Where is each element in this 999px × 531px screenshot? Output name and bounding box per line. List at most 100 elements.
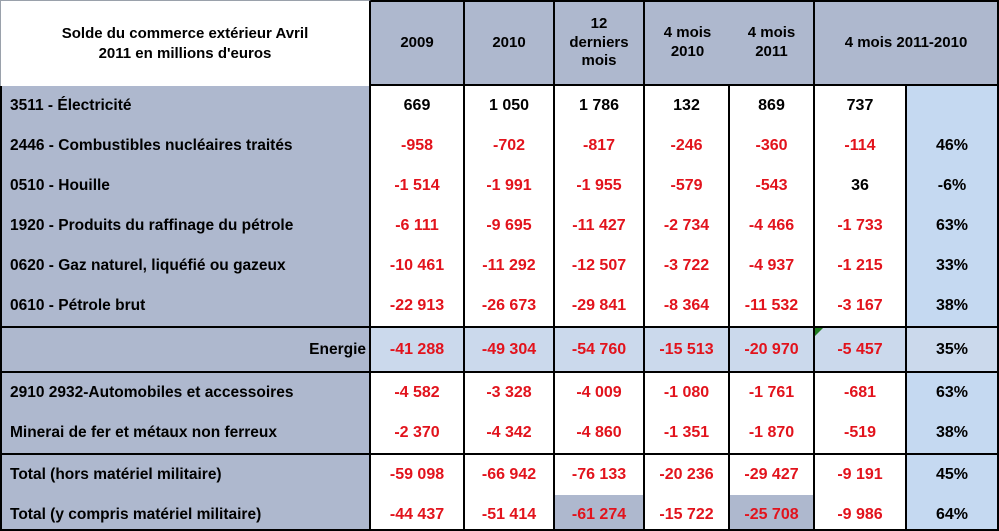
value-cell: -702 bbox=[465, 126, 555, 166]
value-cell: -15 722 bbox=[645, 495, 730, 529]
value-cell: -76 133 bbox=[555, 455, 645, 495]
value-cell: -246 bbox=[645, 126, 730, 166]
column-header: 4 mois 2011 bbox=[730, 0, 815, 86]
percent-cell: 35% bbox=[907, 328, 997, 371]
percent-cell: 46% bbox=[907, 126, 997, 166]
value-cell: -3 722 bbox=[645, 246, 730, 286]
value-cell: -4 860 bbox=[555, 413, 645, 453]
percent-cell: 64% bbox=[907, 495, 997, 529]
value-cell: -20 970 bbox=[730, 328, 815, 371]
value-cell: -20 236 bbox=[645, 455, 730, 495]
row-label: 3511 - Électricité bbox=[0, 86, 371, 126]
value-cell: -519 bbox=[815, 413, 907, 453]
value-cell: 737 bbox=[815, 86, 907, 126]
value-cell: -579 bbox=[645, 166, 730, 206]
table-row: 0610 - Pétrole brut -22 913 -26 673 -29 841… bbox=[0, 286, 997, 326]
table-row: 2910 2932-Automobiles et accessoires -4 5… bbox=[0, 373, 997, 413]
value-cell: -681 bbox=[815, 373, 907, 413]
row-label: 1920 - Produits du raffinage du pétrole bbox=[0, 206, 371, 246]
percent-cell: 33% bbox=[907, 246, 997, 286]
value-cell: -12 507 bbox=[555, 246, 645, 286]
value-cell: -2 734 bbox=[645, 206, 730, 246]
value-cell: 1 786 bbox=[555, 86, 645, 126]
percent-cell: 38% bbox=[907, 413, 997, 453]
value-cell: -59 098 bbox=[371, 455, 465, 495]
value-cell: -3 167 bbox=[815, 286, 907, 326]
value-cell: -49 304 bbox=[465, 328, 555, 371]
table-title: Solde du commerce extérieur Avril 2011 e… bbox=[0, 0, 371, 86]
value-cell: -54 760 bbox=[555, 328, 645, 371]
value-cell: -10 461 bbox=[371, 246, 465, 286]
value-cell: 1 050 bbox=[465, 86, 555, 126]
column-header: 4 mois 2011-2010 bbox=[815, 0, 997, 86]
table-row: Minerai de fer et métaux non ferreux -2 3… bbox=[0, 413, 997, 453]
value-cell: -51 414 bbox=[465, 495, 555, 529]
column-header: 4 mois 2010 bbox=[645, 0, 730, 86]
value-cell: -4 009 bbox=[555, 373, 645, 413]
row-label: 0620 - Gaz naturel, liquéfié ou gazeux bbox=[0, 246, 371, 286]
table-row: 0620 - Gaz naturel, liquéfié ou gazeux -1… bbox=[0, 246, 997, 286]
table-row: Total (hors matériel militaire) -59 098 -6… bbox=[0, 453, 997, 495]
value-cell: -61 274 bbox=[555, 495, 645, 529]
table-row: 2446 - Combustibles nucléaires traités -9… bbox=[0, 126, 997, 166]
value-cell: 669 bbox=[371, 86, 465, 126]
table-row: 3511 - Électricité 669 1 050 1 786 132 869 737 bbox=[0, 86, 997, 126]
value-cell: -44 437 bbox=[371, 495, 465, 529]
value-cell: -1 215 bbox=[815, 246, 907, 286]
table-row: 1920 - Produits du raffinage du pétrole -… bbox=[0, 206, 997, 246]
value-cell: -9 191 bbox=[815, 455, 907, 495]
value-cell: -4 937 bbox=[730, 246, 815, 286]
value-cell: -11 532 bbox=[730, 286, 815, 326]
value-cell: -11 292 bbox=[465, 246, 555, 286]
row-label: 2446 - Combustibles nucléaires traités bbox=[0, 126, 371, 166]
value-cell: -1 514 bbox=[371, 166, 465, 206]
table-row: Total (y compris matériel militaire) -44 … bbox=[0, 495, 997, 529]
value-cell: -25 708 bbox=[730, 495, 815, 529]
value-cell: -1 955 bbox=[555, 166, 645, 206]
value-cell: -1 991 bbox=[465, 166, 555, 206]
value-cell: -360 bbox=[730, 126, 815, 166]
percent-cell bbox=[907, 86, 997, 126]
value-cell: -66 942 bbox=[465, 455, 555, 495]
percent-cell: 63% bbox=[907, 206, 997, 246]
row-label: 2910 2932-Automobiles et accessoires bbox=[0, 373, 371, 413]
value-cell: 36 bbox=[815, 166, 907, 206]
row-label: Energie bbox=[0, 328, 371, 371]
value-cell: -4 466 bbox=[730, 206, 815, 246]
value-cell: -3 328 bbox=[465, 373, 555, 413]
row-label: 0510 - Houille bbox=[0, 166, 371, 206]
value-cell: -9 695 bbox=[465, 206, 555, 246]
percent-cell: 38% bbox=[907, 286, 997, 326]
value-cell: -5 457 bbox=[815, 328, 907, 371]
value-cell: -114 bbox=[815, 126, 907, 166]
value-cell: -4 342 bbox=[465, 413, 555, 453]
value-cell: -543 bbox=[730, 166, 815, 206]
value-cell: -958 bbox=[371, 126, 465, 166]
value-cell: 132 bbox=[645, 86, 730, 126]
value-cell: -817 bbox=[555, 126, 645, 166]
value-cell: -22 913 bbox=[371, 286, 465, 326]
column-header: 2009 bbox=[371, 0, 465, 86]
row-label: Minerai de fer et métaux non ferreux bbox=[0, 413, 371, 453]
value-cell: -1 733 bbox=[815, 206, 907, 246]
column-header: 12 derniers mois bbox=[555, 0, 645, 86]
value-cell: -11 427 bbox=[555, 206, 645, 246]
table-row: 0510 - Houille -1 514 -1 991 -1 955 -579 -543… bbox=[0, 166, 997, 206]
value-cell: 869 bbox=[730, 86, 815, 126]
header-row: Solde du commerce extérieur Avril 2011 e… bbox=[0, 0, 997, 86]
percent-cell: 63% bbox=[907, 373, 997, 413]
value-cell: -29 427 bbox=[730, 455, 815, 495]
table-row: Energie -41 288 -49 304 -54 760 -15 513 -20 9… bbox=[0, 326, 997, 373]
percent-cell: 45% bbox=[907, 455, 997, 495]
value-cell: -2 370 bbox=[371, 413, 465, 453]
value-cell: -15 513 bbox=[645, 328, 730, 371]
value-cell: -26 673 bbox=[465, 286, 555, 326]
value-cell: -9 986 bbox=[815, 495, 907, 529]
row-label: Total (hors matériel militaire) bbox=[0, 455, 371, 495]
row-label: 0610 - Pétrole brut bbox=[0, 286, 371, 326]
value-cell: -1 870 bbox=[730, 413, 815, 453]
value-cell: -41 288 bbox=[371, 328, 465, 371]
value-cell: -8 364 bbox=[645, 286, 730, 326]
value-cell: -4 582 bbox=[371, 373, 465, 413]
